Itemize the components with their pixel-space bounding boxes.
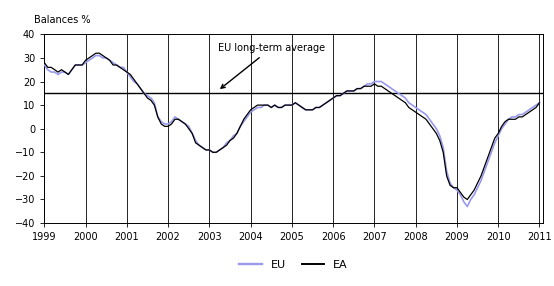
Legend: EU, EA: EU, EA [235,255,352,274]
Text: Balances %: Balances % [34,15,91,25]
Text: EU long-term average: EU long-term average [218,43,325,88]
